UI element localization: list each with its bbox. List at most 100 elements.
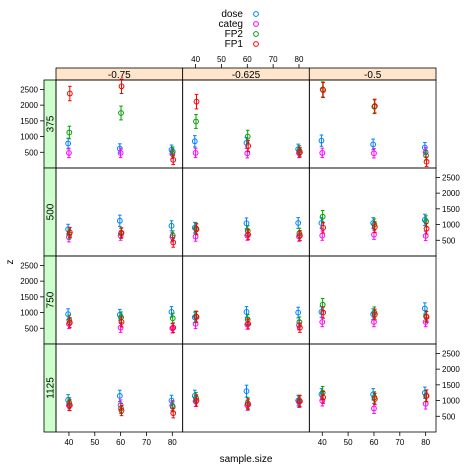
x-tick-label-top-c1-1: 50 bbox=[217, 55, 226, 64]
data-point bbox=[245, 320, 252, 327]
data-point bbox=[371, 103, 378, 109]
x-tick-label-top-c1-2: 60 bbox=[243, 55, 252, 64]
data-point bbox=[319, 319, 326, 325]
row-strip-label-0: 375 bbox=[46, 115, 57, 132]
x-tick-label-bottom-c0-1: 50 bbox=[90, 438, 99, 447]
panel-r1-c1 bbox=[191, 217, 303, 242]
data-point bbox=[193, 397, 200, 404]
data-point bbox=[320, 394, 327, 401]
x-tick-label-bottom-c0-3: 70 bbox=[142, 438, 151, 447]
data-point bbox=[170, 156, 177, 163]
x-tick-label-bottom-c2-1: 50 bbox=[344, 438, 353, 447]
x-tick-label-bottom-c0-2: 60 bbox=[116, 438, 125, 447]
data-point bbox=[65, 140, 72, 147]
data-point bbox=[193, 118, 199, 125]
y-tick-label-right-r3-2: 1500 bbox=[442, 381, 460, 390]
y-tick-label-right-r1-2: 1500 bbox=[442, 205, 460, 214]
panel-r3-c0 bbox=[65, 389, 177, 419]
x-tick-label-top-c1-3: 70 bbox=[269, 55, 278, 64]
y-tick-label-left-r2-2: 1500 bbox=[20, 293, 38, 302]
y-tick-label-left-r2-3: 2000 bbox=[20, 277, 38, 286]
panel-r2-c2 bbox=[318, 297, 430, 328]
y-tick-label-right-r1-4: 2500 bbox=[442, 173, 460, 182]
x-tick-label-bottom-c2-3: 70 bbox=[395, 438, 404, 447]
data-point bbox=[371, 150, 377, 157]
data-point bbox=[370, 141, 377, 148]
legend-marker-1 bbox=[253, 21, 259, 27]
data-point bbox=[244, 133, 251, 140]
y-tick-label-right-r1-1: 1000 bbox=[442, 221, 460, 230]
y-tick-label-right-r3-3: 2000 bbox=[442, 365, 460, 374]
panel-frame-r3-c0 bbox=[55, 343, 184, 433]
data-point bbox=[245, 143, 252, 149]
x-tick-label-bottom-c2-0: 40 bbox=[318, 438, 327, 447]
y-tick-label-left-r0-1: 1000 bbox=[20, 133, 38, 142]
panel-frame-r2-c2 bbox=[308, 255, 437, 345]
y-tick-label-left-r2-4: 2500 bbox=[20, 261, 38, 270]
panel-frame-r2-c0 bbox=[55, 255, 184, 345]
data-point bbox=[320, 309, 327, 316]
data-point bbox=[371, 405, 377, 412]
data-point bbox=[295, 309, 302, 316]
row-strip-label-1: 500 bbox=[46, 203, 57, 220]
data-point bbox=[319, 213, 326, 220]
panel-r1-c2 bbox=[318, 209, 430, 242]
data-point bbox=[245, 401, 252, 408]
panel-r2-c0 bbox=[65, 306, 177, 334]
panel-frame-r1-c0 bbox=[55, 167, 184, 257]
x-tick-label-bottom-c2-2: 60 bbox=[370, 438, 379, 447]
y-tick-label-right-r1-0: 500 bbox=[442, 236, 456, 245]
data-point bbox=[296, 398, 303, 405]
data-point bbox=[65, 311, 72, 318]
data-point bbox=[116, 392, 123, 399]
column-strip-label-0: -0.75 bbox=[108, 70, 131, 81]
data-point bbox=[319, 150, 326, 156]
data-point bbox=[371, 311, 378, 318]
data-point bbox=[423, 314, 430, 320]
legend-label-0: dose bbox=[221, 9, 243, 20]
data-point bbox=[295, 220, 302, 226]
legend-marker-3 bbox=[253, 41, 259, 47]
data-point bbox=[296, 324, 303, 331]
panel-r2-c1 bbox=[191, 306, 303, 333]
data-point bbox=[193, 314, 200, 320]
y-tick-label-left-r2-1: 1000 bbox=[20, 309, 38, 318]
legend-label-2: FP2 bbox=[225, 29, 244, 40]
panel-frame-r1-c2 bbox=[308, 167, 437, 257]
column-strip-label-2: -0.5 bbox=[364, 70, 382, 81]
panel-frame-r3-c2 bbox=[308, 343, 437, 433]
data-point bbox=[296, 149, 303, 156]
panel-frame-r2-c1 bbox=[182, 255, 310, 345]
data-point bbox=[117, 324, 124, 331]
x-tick-label-bottom-c0-4: 80 bbox=[168, 438, 177, 447]
data-point bbox=[118, 407, 125, 414]
data-point bbox=[193, 98, 200, 105]
data-point bbox=[168, 222, 175, 229]
data-point bbox=[170, 324, 177, 331]
data-point bbox=[118, 110, 124, 116]
data-point bbox=[296, 232, 303, 239]
x-tick-label-bottom-c2-4: 80 bbox=[421, 438, 430, 447]
y-tick-label-left-r0-2: 1500 bbox=[20, 117, 38, 126]
x-tick-label-top-c1-0: 40 bbox=[191, 55, 200, 64]
row-strip-label-2: 750 bbox=[46, 291, 57, 308]
data-point bbox=[421, 216, 428, 223]
data-point bbox=[243, 388, 250, 395]
panel-r0-c1 bbox=[191, 93, 303, 159]
legend-marker-0 bbox=[253, 11, 259, 17]
data-point bbox=[118, 319, 125, 325]
axes: 40 50 60 70 80 40 50 60 70 80 40 50 60 70 80 500 1000 150… bbox=[20, 55, 460, 447]
data-point bbox=[295, 146, 302, 153]
data-point bbox=[66, 319, 73, 326]
data-point bbox=[66, 402, 73, 409]
data-point bbox=[118, 83, 125, 90]
data-point bbox=[318, 137, 325, 144]
data-point bbox=[169, 148, 176, 155]
data-point bbox=[117, 150, 124, 156]
data-point bbox=[371, 396, 378, 402]
x-tick-label-bottom-c0-0: 40 bbox=[64, 438, 73, 447]
data-point bbox=[169, 315, 176, 322]
data-point bbox=[66, 150, 72, 156]
panel-r3-c2 bbox=[318, 385, 430, 414]
